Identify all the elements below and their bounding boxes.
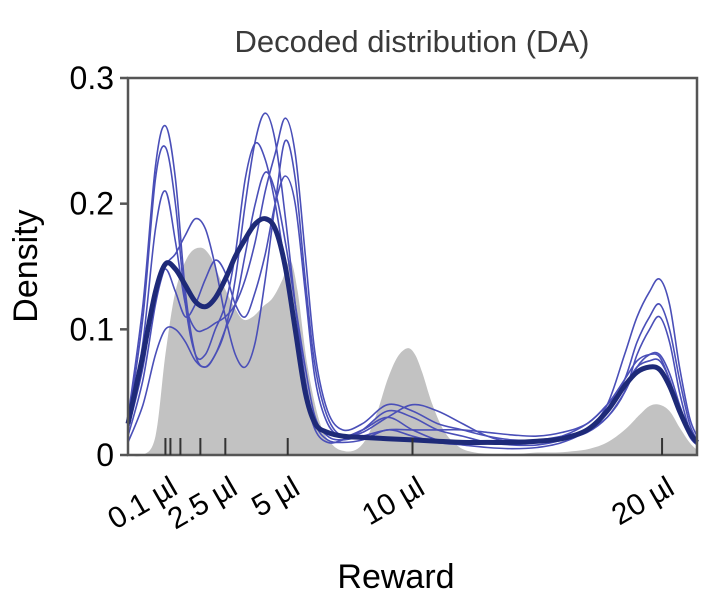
y-tick-label: 0 xyxy=(96,437,114,473)
plot-fills xyxy=(128,247,697,457)
decoded-curve-2 xyxy=(127,141,698,447)
x-axis-label: Reward xyxy=(337,558,454,596)
y-axis-label: Density xyxy=(7,209,45,322)
y-tick-label: 0.1 xyxy=(70,311,114,347)
y-tick-label: 0.2 xyxy=(70,186,114,222)
plot-lines xyxy=(125,112,699,450)
reference-distribution-area xyxy=(128,247,697,457)
mean-decoded-curve xyxy=(125,216,699,445)
y-tick-label: 0.3 xyxy=(70,60,114,96)
chart-title: Decoded distribution (DA) xyxy=(235,24,590,59)
x-tick-label: 2.5 µl xyxy=(162,470,243,536)
x-tick-label: 10 µl xyxy=(357,470,430,531)
axes: 00.10.20.30.1 µl2.5 µl 5 µl 10 µl 20 µl xyxy=(70,60,699,536)
x-tick-label: 20 µl xyxy=(606,470,679,531)
decoded-curve-5 xyxy=(127,175,698,446)
x-tick-label: 5 µl xyxy=(246,470,305,523)
